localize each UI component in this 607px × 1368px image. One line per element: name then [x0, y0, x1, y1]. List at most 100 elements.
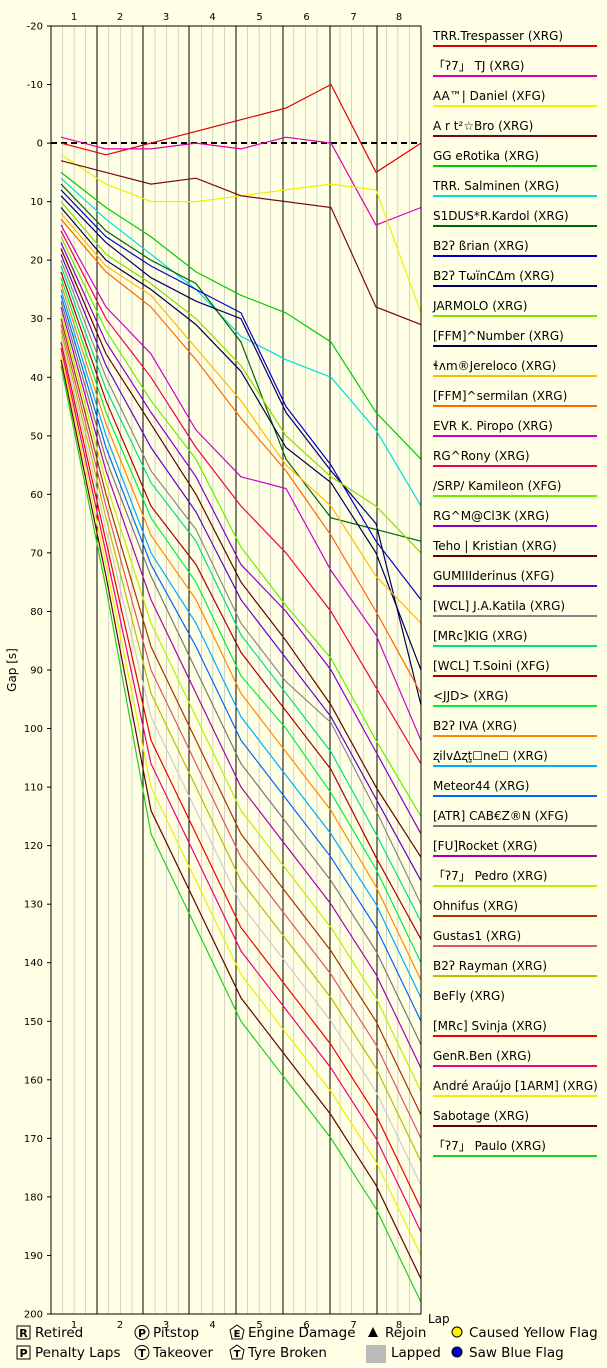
series-line [60, 160, 422, 326]
series-line [60, 183, 422, 542]
tyre-broken-icon-glyph: T [234, 1349, 241, 1360]
legend-entry-label: JARMOLO (XRG) [432, 299, 527, 313]
series-lines [60, 83, 422, 1303]
lap-label-top: 8 [396, 12, 402, 23]
lap-label-top: 6 [303, 12, 309, 23]
penalty-laps-icon-glyph: P [19, 1347, 27, 1360]
legend: TRR.Trespasser (XRG) 「ʔ7」 TJ (XRG) AA™| Da… [432, 29, 598, 1157]
legend-entry-label: B2ʔ Rayman (XRG) [433, 959, 547, 973]
lap-label-top: 7 [350, 12, 356, 23]
legend-entry-label: TRR. Salminen (XRG) [432, 179, 559, 193]
blue-flag-icon [451, 1346, 463, 1358]
series-line [60, 341, 422, 1209]
series-line [60, 236, 422, 817]
legend-entry-label: [WCL] T.Soini (XFG) [433, 659, 550, 673]
legend-entry-label: Ohnifus (XRG) [433, 899, 518, 913]
legend-entry-label: RG^M@Cl3K (XRG) [433, 509, 549, 523]
y-tick-label: 10 [30, 197, 43, 208]
series-line [60, 318, 422, 1116]
legend-entry-label: B2ʔ ßrian (XRG) [433, 239, 529, 253]
series-line [60, 230, 422, 765]
legend-entry-label: 「ʔ7」 Paulo (XRG) [433, 1139, 546, 1153]
takeover-icon [134, 1345, 150, 1360]
lap-label-bottom: 3 [163, 1320, 169, 1331]
legend-entry-label: GG eRotika (XRG) [433, 149, 539, 163]
key-label: Takeover [152, 1345, 213, 1361]
pitstop-icon [134, 1325, 150, 1340]
legend-entry-label: [FFM]^sermilan (XRG) [433, 389, 567, 403]
y-tick-label: 130 [24, 900, 43, 911]
lap-label-top: 4 [209, 12, 215, 23]
retired-icon-glyph: R [19, 1327, 28, 1340]
y-tick-label: 100 [24, 724, 43, 735]
takeover-icon-glyph: T [138, 1347, 146, 1360]
key-label: Saw Blue Flag [469, 1345, 564, 1361]
lap-label-top: 3 [163, 12, 169, 23]
legend-entry-label: A r t²☆Bro (XRG) [433, 119, 533, 133]
series-line [60, 207, 422, 671]
y-tick-label: 70 [30, 548, 43, 559]
series-line [60, 254, 422, 882]
yellow-flag-icon [451, 1326, 463, 1338]
legend-entry-label: André Araújo [1ARM] (XRG) [433, 1079, 598, 1093]
series-line [60, 301, 422, 1045]
y-tick-label: 200 [24, 1310, 43, 1321]
legend-entry-label: 「ʔ7」 TJ (XRG) [433, 59, 524, 73]
legend-entry-label: RG^Rony (XRG) [433, 449, 530, 463]
series-line [60, 312, 422, 1092]
legend-entry-label: <JJD> (XRG) [433, 689, 508, 703]
legend-entry-label: Teho | Kristian (XRG) [432, 539, 557, 553]
lap-label-top: 2 [117, 12, 123, 23]
series-line [60, 271, 422, 940]
legend-entry-label: GenR.Ben (XRG) [433, 1049, 531, 1063]
series-line [60, 248, 422, 858]
y-tick-label: 0 [37, 139, 43, 150]
lapped-icon [366, 1345, 386, 1363]
key-label: Rejoin [385, 1325, 426, 1341]
lap-label-bottom: 6 [303, 1320, 309, 1331]
lap-label-bottom: 1 [71, 1320, 77, 1331]
y-axis-label: Gap [s] [5, 648, 19, 692]
series-line [60, 201, 422, 554]
retired-icon [16, 1325, 31, 1340]
y-tick-label: 170 [24, 1134, 43, 1145]
legend-entry-label: Meteor44 (XRG) [433, 779, 529, 793]
legend-entry-label: [WCL] J.A.Katila (XRG) [433, 599, 565, 613]
lap-label-bottom: 8 [396, 1320, 402, 1331]
y-tick-label: 120 [24, 841, 43, 852]
series-line [60, 83, 422, 174]
key-label: Engine Damage [248, 1325, 356, 1341]
legend-entry-label: GUMIIIderinus (XFG) [433, 569, 554, 583]
legend-entry-label: AA™| Daniel (XFG) [433, 89, 545, 103]
legend-entry-label: EVR K. Piropo (XRG) [433, 419, 553, 433]
legend-entry-label: BeFly (XRG) [433, 989, 505, 1003]
plot-border [50, 25, 422, 1315]
rejoin-icon [368, 1327, 378, 1337]
legend-entry-label: ɬʌm®Jereloco (XRG) [433, 359, 556, 373]
series-line [60, 212, 422, 624]
series-line [60, 359, 422, 1280]
y-tick-label: -20 [27, 22, 43, 33]
y-tick-label: 110 [24, 783, 43, 794]
legend-entry-label: [FFM]^Number (XRG) [433, 329, 564, 343]
series-line [60, 259, 422, 905]
series-line [60, 177, 422, 507]
key-label: Lapped [391, 1345, 441, 1361]
series-line [60, 171, 422, 460]
series-line [60, 218, 422, 694]
series-line [60, 289, 422, 999]
y-tick-label: 90 [30, 666, 43, 677]
lap-label-bottom: 4 [209, 1320, 215, 1331]
tyre-broken-icon [229, 1344, 245, 1360]
series-line [60, 265, 422, 922]
series-line [60, 347, 422, 1233]
penalty-laps-icon [16, 1345, 31, 1360]
legend-entry-label: Gustas1 (XRG) [433, 929, 521, 943]
key-label: Tyre Broken [247, 1345, 327, 1361]
legend-entry-label: [FU]Rocket (XRG) [433, 839, 537, 853]
y-tick-label: -10 [27, 80, 43, 91]
legend-entry-label: ʐilvΔʐţ☐ne☐ (XRG) [433, 749, 548, 763]
series-line [60, 277, 422, 963]
legend-entry-label: B2ʔ TωïnCΔm (XRG) [433, 269, 554, 283]
